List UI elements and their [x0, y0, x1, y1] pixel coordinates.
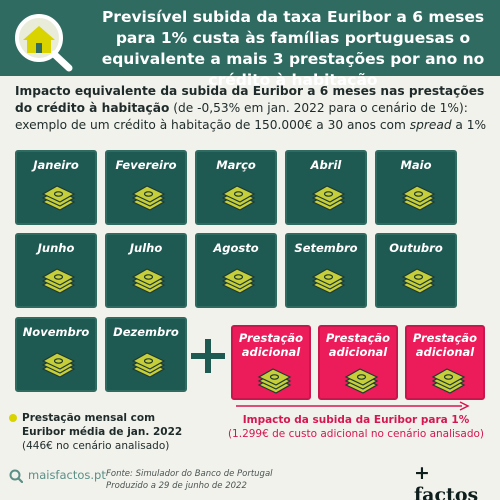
month-label: Outubro [389, 241, 443, 255]
money-stack-icon [41, 185, 76, 211]
month-label: Janeiro [33, 158, 79, 172]
house-magnifier-icon [15, 14, 73, 72]
money-stack-icon [131, 185, 166, 211]
month-tile: Janeiro [15, 150, 97, 225]
subtitle-line2-italic: spread [409, 118, 452, 132]
extra-payment-tile: Prestação adicional [318, 325, 398, 400]
extra-payment-label: Prestação adicional [325, 331, 391, 359]
month-tile: Agosto [195, 233, 277, 308]
month-label: Abril [310, 158, 342, 172]
note-right-normal: (1.299€ de custo adicional no cenário an… [227, 428, 485, 440]
magnifier-icon [9, 469, 23, 483]
money-stack-icon [311, 268, 346, 294]
money-stack-icon [431, 368, 466, 394]
month-label: Dezembro [113, 325, 179, 339]
footer-brand-text: maisfactos.pt [28, 468, 106, 482]
month-label: Agosto [213, 241, 259, 255]
subtitle: Impacto equivalente da subida da Euribor… [15, 83, 495, 134]
month-tile: Março [195, 150, 277, 225]
money-stack-icon [311, 185, 346, 211]
month-tile: Maio [375, 150, 457, 225]
note-left-normal: (446€ no cenário analisado) [22, 440, 170, 452]
plus-sign-icon [191, 339, 225, 373]
extra-payment-tile: Prestação adicional [231, 325, 311, 400]
extra-payment-tile: Prestação adicional [405, 325, 485, 400]
note-left-bold: Prestação mensal com Euribor média de ja… [22, 412, 183, 438]
month-label: Maio [400, 158, 432, 172]
subtitle-bold: Impacto equivalente da subida da Euribor… [15, 84, 485, 115]
subtitle-line2-b: a 1% [451, 118, 487, 132]
money-stack-icon [401, 185, 436, 211]
brand-logo: + factos [414, 462, 479, 500]
page-title: Previsível subida da taxa Euribor a 6 me… [101, 8, 485, 89]
footer-brand: maisfactos.pt [9, 468, 109, 484]
month-tile: Abril [285, 150, 367, 225]
month-label: Fevereiro [115, 158, 177, 172]
header-banner: Previsível subida da taxa Euribor a 6 me… [0, 0, 500, 89]
money-stack-icon [131, 352, 166, 378]
month-tile: Setembro [285, 233, 367, 308]
source-text: Fonte: Simulador do Banco de Portugal [106, 469, 273, 479]
month-tile: Junho [15, 233, 97, 308]
note-monthly-payment: Prestação mensal com Euribor média de ja… [22, 411, 197, 453]
footer-source: Fonte: Simulador do Banco de Portugal Pr… [106, 468, 273, 492]
month-label: Novembro [22, 325, 90, 339]
month-tile: Fevereiro [105, 150, 187, 225]
month-tile: Dezembro [105, 317, 187, 392]
money-stack-icon [401, 268, 436, 294]
money-stack-icon [344, 368, 379, 394]
month-label: Julho [129, 241, 163, 255]
subtitle-line2-a: exemplo de um crédito à habitação de 150… [15, 118, 410, 132]
money-stack-icon [221, 185, 256, 211]
month-label: Junho [37, 241, 75, 255]
money-stack-icon [257, 368, 292, 394]
month-label: Setembro [294, 241, 358, 255]
subtitle-normal: (de -0,53% em jan. 2022 para o cenário d… [169, 101, 468, 115]
money-stack-icon [41, 352, 76, 378]
extra-payment-label: Prestação adicional [412, 331, 478, 359]
money-stack-icon [221, 268, 256, 294]
extra-payment-label: Prestação adicional [238, 331, 304, 359]
yellow-dot-icon [9, 414, 17, 422]
note-impact: Impacto da subida da Euribor para 1% (1.… [226, 413, 486, 441]
month-tile: Julho [105, 233, 187, 308]
month-tile: Outubro [375, 233, 457, 308]
month-tile: Novembro [15, 317, 97, 392]
arrow-right-icon [236, 401, 470, 411]
money-stack-icon [131, 268, 166, 294]
note-right-bold: Impacto da subida da Euribor para 1% [242, 414, 470, 426]
produced-text: Produzido a 29 de junho de 2022 [106, 481, 247, 491]
month-label: Março [216, 158, 256, 172]
money-stack-icon [41, 268, 76, 294]
